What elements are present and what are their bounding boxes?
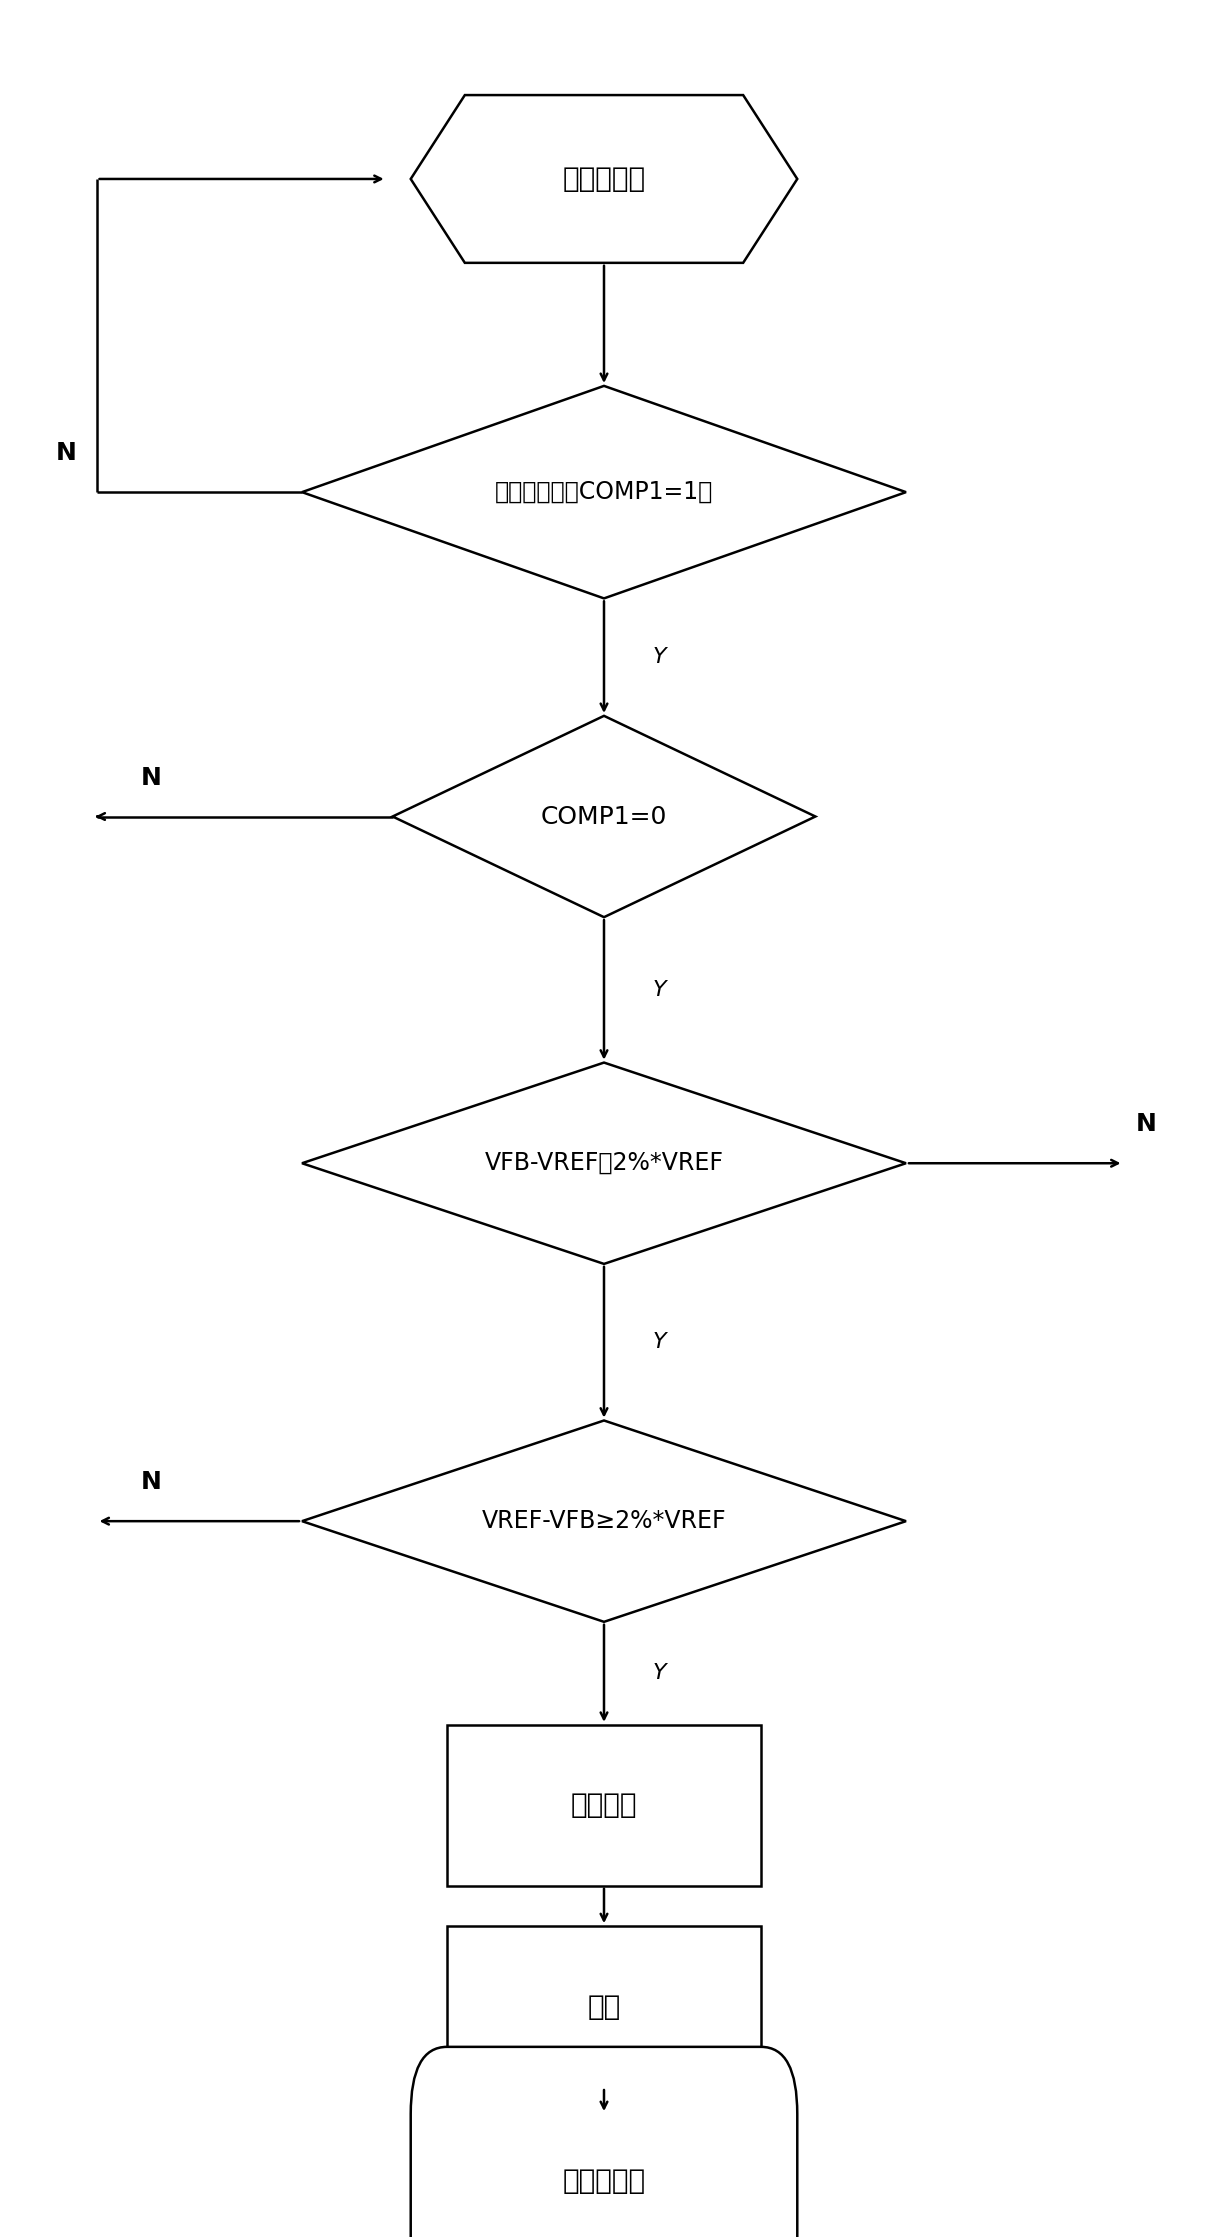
Text: N: N bbox=[1136, 1112, 1156, 1136]
Text: Y: Y bbox=[652, 980, 666, 1000]
Text: N: N bbox=[56, 441, 77, 465]
Text: N: N bbox=[140, 765, 162, 790]
Text: COMP1=0: COMP1=0 bbox=[541, 805, 667, 828]
Text: 关机保护: 关机保护 bbox=[570, 1792, 638, 1819]
Text: VREF-VFB≥2%*VREF: VREF-VFB≥2%*VREF bbox=[482, 1510, 726, 1532]
Polygon shape bbox=[302, 1063, 906, 1264]
Text: Y: Y bbox=[652, 1333, 666, 1351]
FancyBboxPatch shape bbox=[411, 2047, 797, 2237]
Text: 上次主循环的COMP1=1吗: 上次主循环的COMP1=1吗 bbox=[495, 481, 713, 503]
Text: Y: Y bbox=[652, 1664, 666, 1682]
Bar bbox=[447, 1926, 761, 2087]
Polygon shape bbox=[302, 1420, 906, 1622]
Polygon shape bbox=[411, 94, 797, 262]
Polygon shape bbox=[393, 716, 815, 917]
Bar bbox=[447, 1725, 761, 1886]
Text: Y: Y bbox=[652, 646, 666, 667]
Polygon shape bbox=[302, 385, 906, 597]
Text: 子程序入口: 子程序入口 bbox=[563, 166, 645, 192]
Text: 退出子程序: 退出子程序 bbox=[563, 2168, 645, 2194]
Text: 告警: 告警 bbox=[587, 1993, 621, 2020]
Text: VFB-VREF＜2%*VREF: VFB-VREF＜2%*VREF bbox=[484, 1152, 724, 1174]
Text: N: N bbox=[140, 1470, 162, 1494]
